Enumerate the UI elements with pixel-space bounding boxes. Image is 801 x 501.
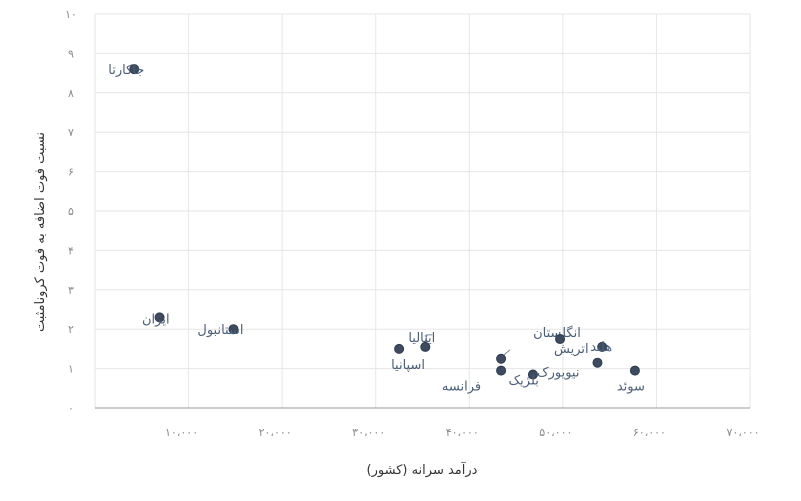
y-tick-label: ۲ — [68, 323, 74, 336]
grid — [94, 13, 751, 408]
y-tick-label: ۸ — [68, 87, 74, 100]
x-tick-label: ۲۰،۰۰۰ — [259, 426, 292, 439]
x-axis-ticks: ۱۰،۰۰۰ ۲۰،۰۰۰ ۳۰،۰۰۰ ۴۰،۰۰۰ ۵۰،۰۰۰ ۶۰،۰۰۰ ۷۰،۰… — [165, 426, 760, 439]
y-tick-label: ۷ — [68, 126, 74, 139]
data-point — [394, 343, 405, 354]
x-axis-title: درآمد سرانه (کشور) — [367, 461, 478, 478]
x-tick-label: ۱۰،۰۰۰ — [165, 426, 198, 439]
data-point — [592, 357, 603, 368]
label-leader-line — [425, 334, 433, 342]
x-tick-label: ۷۰،۰۰۰ — [726, 426, 759, 439]
data-point — [129, 64, 140, 75]
point-label: استانبول — [197, 323, 243, 338]
data-point — [420, 341, 431, 352]
data-point — [527, 369, 538, 380]
y-tick-label: ۵ — [68, 205, 74, 218]
point-label: جاکارتا — [108, 63, 144, 78]
y-tick-label: ۶ — [68, 166, 74, 179]
point-label: اتریش — [554, 342, 589, 357]
point-label: انگلستان — [533, 325, 581, 341]
point-label: سوئد — [617, 380, 645, 395]
data-point — [496, 365, 507, 376]
point-label: بلژیک — [509, 374, 539, 389]
y-tick-label: ۰ — [68, 402, 74, 415]
point-label: اسپانیا — [391, 358, 425, 373]
point-label: نیویورک — [537, 366, 580, 381]
data-point — [555, 334, 566, 345]
x-tick-label: ۳۰،۰۰۰ — [352, 426, 385, 439]
data-point — [228, 324, 239, 335]
data-point — [629, 365, 640, 376]
y-axis-title: نسبت فوت اضافه به فوت کرونامثبت — [33, 132, 48, 332]
point-label: هلند — [590, 340, 612, 355]
point-label: فرانسه — [442, 380, 481, 395]
y-tick-label: ۳ — [68, 284, 74, 297]
label-leader-line — [503, 349, 511, 356]
data-point — [597, 341, 608, 352]
data-point — [496, 353, 507, 364]
x-tick-label: ۴۰،۰۰۰ — [446, 426, 479, 439]
y-tick-label: ۱۰ — [65, 8, 77, 21]
data-points: جاکارتا ایران استانبول اسپانیا ایتالیا انگلست… — [108, 63, 645, 394]
data-point — [154, 312, 165, 323]
y-tick-label: ۱ — [68, 363, 74, 376]
y-tick-label: ۹ — [68, 47, 74, 60]
y-axis-ticks: ۰ ۱ ۲ ۳ ۴ ۵ ۶ ۷ ۸ ۹ ۱۰ — [65, 8, 77, 415]
x-tick-label: ۵۰،۰۰۰ — [539, 426, 572, 439]
x-tick-label: ۶۰،۰۰۰ — [633, 426, 666, 439]
point-label: ایران — [142, 312, 170, 327]
y-tick-label: ۴ — [68, 244, 74, 257]
point-label: ایتالیا — [408, 331, 435, 346]
